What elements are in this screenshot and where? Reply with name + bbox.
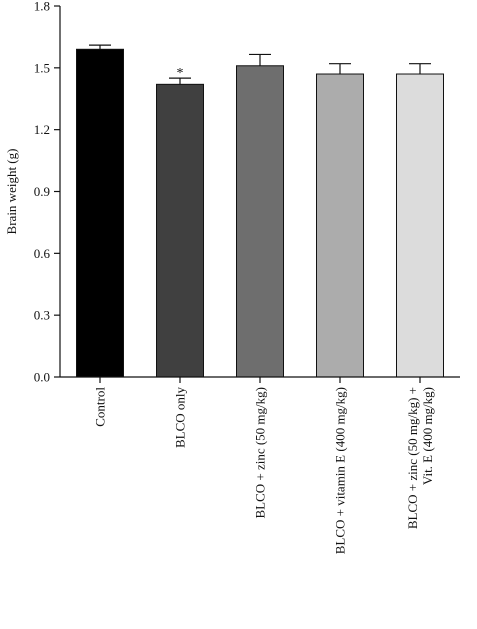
- bars: *: [76, 44, 444, 378]
- bar: [236, 65, 284, 378]
- bar: [396, 73, 444, 378]
- bar: [316, 73, 364, 378]
- x-category-label: BLCO + vitamin E (400 mg/kg): [333, 387, 348, 554]
- x-category-label: BLCO + zinc (50 mg/kg) +: [405, 387, 420, 529]
- x-category-label: BLCO + zinc (50 mg/kg): [253, 387, 268, 519]
- x-axis: Control BLCO only BLCO + zinc (50 mg/kg) BL…: [60, 376, 460, 554]
- y-tick-label: 0.0: [34, 370, 50, 385]
- y-tick-label: 0.9: [34, 184, 50, 199]
- y-axis: 0.0 0.3 0.6 0.9 1.2 1.5 1.8: [34, 0, 61, 385]
- y-tick-label: 1.2: [34, 122, 50, 137]
- y-tick-label: 0.3: [34, 308, 50, 323]
- y-axis-title: Brain weight (g): [4, 149, 19, 235]
- bar: [156, 83, 204, 378]
- significance-marker: *: [177, 66, 184, 81]
- x-category-label: Control: [93, 387, 108, 427]
- x-category-label: Vit. E (400 mg/kg): [420, 387, 435, 485]
- y-tick-label: 1.5: [34, 60, 50, 75]
- bar: [76, 48, 124, 378]
- x-category-label: BLCO only: [173, 387, 188, 449]
- y-tick-label: 0.6: [34, 246, 51, 261]
- y-tick-label: 1.8: [34, 0, 50, 14]
